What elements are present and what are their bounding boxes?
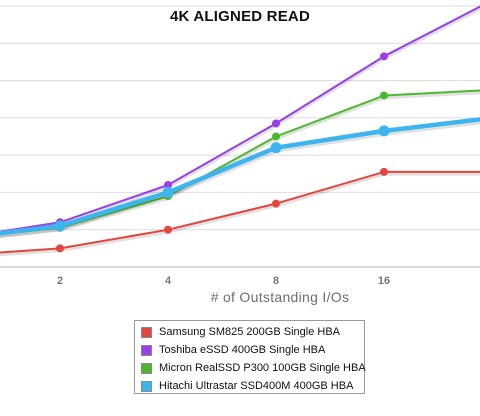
legend-item-toshiba[interactable]: Toshiba eSSD 400GB Single HBA — [141, 341, 364, 359]
legend-swatch-toshiba — [141, 344, 152, 356]
x-tick-label: 4 — [165, 275, 172, 287]
data-point[interactable] — [272, 199, 280, 208]
x-axis-title: # of Outstanding I/Os — [210, 289, 350, 305]
series-line — [0, 5, 480, 233]
series-line — [0, 117, 480, 236]
legend: Samsung SM825 200GB Single HBA Toshiba e… — [134, 320, 366, 395]
data-point[interactable] — [272, 132, 280, 141]
data-point[interactable] — [164, 180, 172, 189]
legend-item-micron[interactable]: Micron RealSSD P300 100GB Single HBA — [141, 359, 366, 377]
series-lines — [0, 5, 480, 257]
data-point[interactable] — [272, 119, 280, 128]
legend-swatch-micron — [141, 362, 152, 374]
data-point[interactable] — [54, 220, 66, 232]
data-point[interactable] — [270, 142, 282, 154]
legend-swatch-hitachi — [141, 380, 152, 392]
legend-label-micron: Micron RealSSD P300 100GB Single HBA — [159, 362, 366, 374]
data-point[interactable] — [56, 244, 64, 253]
data-point[interactable] — [380, 91, 388, 100]
legend-label-hitachi: Hitachi Ultrastar SSD400M 400GB HBA — [159, 380, 354, 392]
x-tick-label: 8 — [273, 275, 279, 287]
data-point[interactable] — [380, 167, 388, 176]
x-tick-label: 2 — [57, 275, 63, 287]
series-line-shadow — [0, 6, 480, 236]
data-point[interactable] — [380, 52, 388, 61]
data-point[interactable] — [164, 225, 172, 234]
series-line — [0, 170, 480, 254]
x-tick-label: 16 — [378, 275, 390, 287]
data-point[interactable] — [378, 125, 390, 137]
gridlines — [0, 5, 480, 268]
series-line-shadow — [0, 172, 480, 257]
legend-item-hitachi[interactable]: Hitachi Ultrastar SSD400M 400GB HBA — [141, 377, 364, 395]
legend-label-toshiba: Toshiba eSSD 400GB Single HBA — [159, 344, 326, 356]
legend-swatch-samsung — [141, 326, 152, 338]
chart-title: 4K ALIGNED READ — [170, 8, 310, 25]
legend-label-samsung: Samsung SM825 200GB Single HBA — [159, 326, 340, 338]
data-point[interactable] — [162, 186, 174, 198]
plot-area: 2 4 8 16 — [0, 5, 480, 287]
legend-item-samsung[interactable]: Samsung SM825 200GB Single HBA — [141, 323, 364, 341]
x-tick-labels: 2 4 8 16 — [57, 275, 390, 287]
